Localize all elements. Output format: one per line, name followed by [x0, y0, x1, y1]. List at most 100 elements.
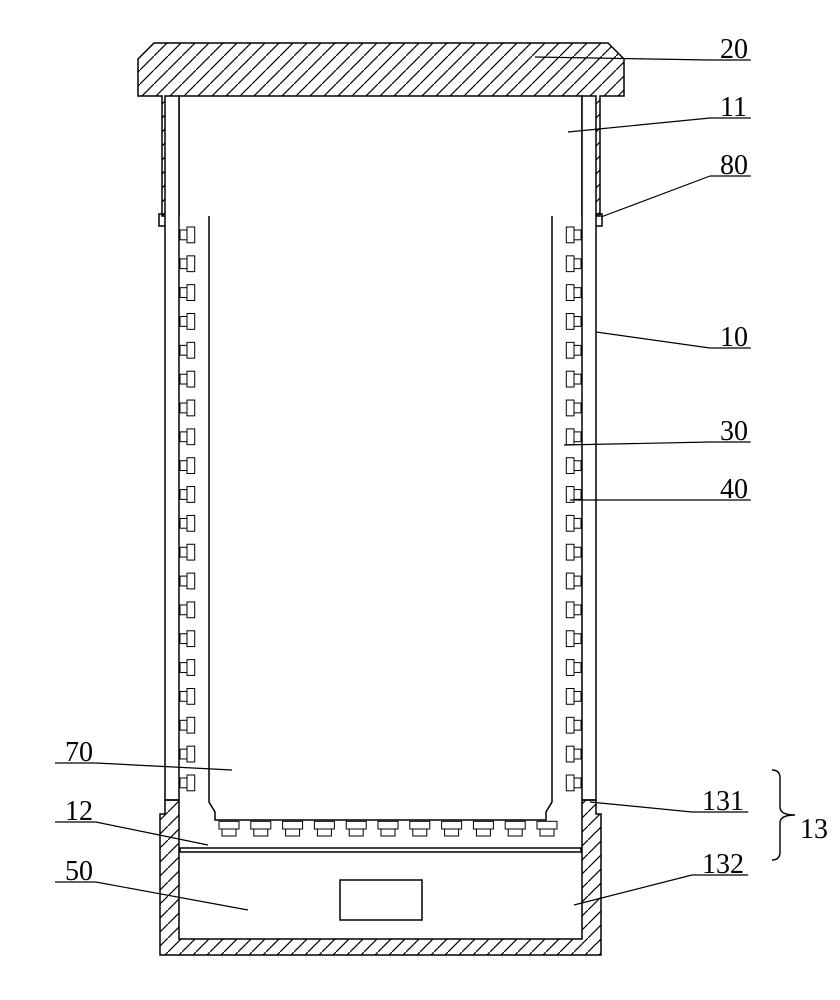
tooth [574, 576, 581, 586]
tooth [574, 317, 581, 327]
label-10: 10 [720, 322, 748, 353]
leader-line [596, 332, 710, 348]
tooth [180, 634, 187, 644]
tooth-head [566, 631, 574, 647]
tooth [180, 691, 187, 701]
tooth-head [566, 400, 574, 416]
tooth [574, 230, 581, 240]
tooth-head [566, 746, 574, 762]
part-12-plate [180, 848, 581, 852]
tooth-head [187, 573, 195, 589]
tooth [180, 461, 187, 471]
tooth-head [566, 515, 574, 531]
tooth [180, 749, 187, 759]
label-30: 30 [720, 416, 748, 447]
tooth [381, 829, 395, 836]
bracket-13 [772, 770, 795, 860]
tooth-head [566, 544, 574, 560]
tooth [180, 317, 187, 327]
part-70-liner [209, 216, 552, 820]
part-20-cap [138, 43, 624, 216]
label-13: 13 [800, 814, 828, 845]
tooth [574, 605, 581, 615]
tooth-head [346, 821, 366, 829]
tooth-head [187, 285, 195, 301]
tooth-head [442, 821, 462, 829]
tooth-head [219, 821, 239, 829]
tooth-head [187, 544, 195, 560]
tooth [222, 829, 236, 836]
tooth-head [187, 458, 195, 474]
tooth [476, 829, 490, 836]
tooth [317, 829, 331, 836]
tooth-head [187, 487, 195, 503]
tooth [508, 829, 522, 836]
tooth-head [566, 227, 574, 243]
tooth-head [410, 821, 430, 829]
tooth [180, 518, 187, 528]
leader-line [590, 802, 692, 812]
tooth-head [251, 821, 271, 829]
tooth-head [537, 821, 557, 829]
tooth [180, 345, 187, 355]
tooth-head [187, 660, 195, 676]
tooth-head [566, 371, 574, 387]
tooth-head [187, 717, 195, 733]
tooth-head [187, 429, 195, 445]
tooth [180, 403, 187, 413]
tooth [180, 720, 187, 730]
label-132: 132 [702, 849, 744, 880]
tooth [413, 829, 427, 836]
label-80: 80 [720, 150, 748, 181]
part-50-box [340, 880, 422, 920]
label-70: 70 [65, 737, 93, 768]
tooth-head [566, 256, 574, 272]
tooth [286, 829, 300, 836]
tooth [574, 374, 581, 384]
label-50: 50 [65, 856, 93, 887]
tooth [574, 778, 581, 788]
tooth-head [187, 256, 195, 272]
tooth-head [187, 371, 195, 387]
tooth-head [187, 775, 195, 791]
tooth [574, 490, 581, 500]
tooth-head [566, 688, 574, 704]
tooth [180, 259, 187, 269]
tooth [180, 663, 187, 673]
tooth-head [187, 342, 195, 358]
tooth-head [187, 314, 195, 330]
tooth [574, 634, 581, 644]
label-12: 12 [65, 796, 93, 827]
tooth-head [187, 631, 195, 647]
tooth-head [187, 227, 195, 243]
label-40: 40 [720, 474, 748, 505]
tooth-head [566, 285, 574, 301]
tooth-head [566, 775, 574, 791]
tooth [574, 288, 581, 298]
tooth [574, 720, 581, 730]
tooth [574, 403, 581, 413]
tooth-head [187, 688, 195, 704]
tooth [180, 230, 187, 240]
tooth-head [566, 602, 574, 618]
tooth [180, 432, 187, 442]
tooth-head [566, 717, 574, 733]
tooth [574, 518, 581, 528]
tooth [180, 374, 187, 384]
tooth-head [566, 314, 574, 330]
tooth [180, 547, 187, 557]
tooth-head [566, 429, 574, 445]
tooth-head [378, 821, 398, 829]
tooth [180, 490, 187, 500]
body-left-wall [165, 96, 179, 800]
tooth [349, 829, 363, 836]
tooth [540, 829, 554, 836]
tooth-head [187, 746, 195, 762]
tooth-head [187, 602, 195, 618]
label-20: 20 [720, 34, 748, 65]
tooth-head [187, 515, 195, 531]
tooth [180, 778, 187, 788]
tooth [574, 461, 581, 471]
tooth [574, 259, 581, 269]
tooth-head [187, 400, 195, 416]
